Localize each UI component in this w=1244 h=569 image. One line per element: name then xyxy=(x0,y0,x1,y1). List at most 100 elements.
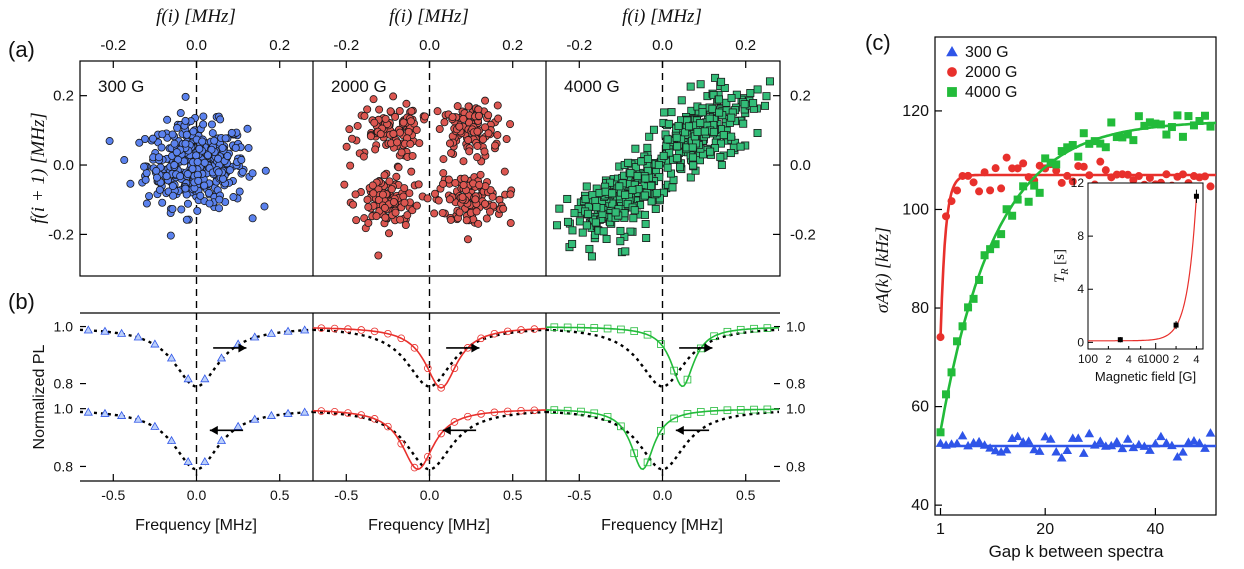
inset-x-tick-label: 1000 xyxy=(1142,352,1169,366)
panel-a-point xyxy=(203,151,212,160)
panel-b-data-point xyxy=(397,439,406,448)
panel-b-data-point xyxy=(750,405,758,414)
panel-a-point xyxy=(645,132,654,141)
panel-a-point xyxy=(637,157,646,166)
inset-frame xyxy=(1087,182,1204,350)
panel-a-point xyxy=(611,208,620,217)
panel-a-point xyxy=(415,139,424,148)
panel-c-data-point xyxy=(1178,132,1187,141)
panel-c-data-point xyxy=(1078,448,1089,457)
panel-a-point xyxy=(207,120,216,129)
panel-b-data-point xyxy=(550,406,559,414)
panel-c-data-point xyxy=(1068,177,1077,186)
panel-c-data-point xyxy=(1178,447,1188,456)
panel-a-point xyxy=(602,234,611,243)
panel-a-top-tick-label: -0.2 xyxy=(333,37,359,54)
panel-c-data-point xyxy=(1062,445,1073,455)
panel-a-point xyxy=(244,143,253,152)
panel-a-point xyxy=(384,229,393,238)
panel-a-point xyxy=(491,141,500,150)
panel-a-point xyxy=(438,208,447,217)
panel-c-legend-label: 300 G xyxy=(965,44,1009,61)
panel-a-point xyxy=(663,135,672,144)
panel-a-top-tick-label: 0.2 xyxy=(502,37,523,54)
panel-a-point xyxy=(389,92,398,101)
inset-x-tick-label: 6 xyxy=(1138,354,1144,366)
panel-b-data-point xyxy=(657,340,665,348)
panel-a-point xyxy=(386,107,395,116)
panel-a-point xyxy=(210,136,219,145)
panel-a-point xyxy=(484,129,493,138)
panel-a-point xyxy=(599,227,608,236)
panel-a-point xyxy=(446,215,455,224)
panel-a-point xyxy=(631,144,640,153)
panel-a-point xyxy=(628,185,637,194)
panel-a-right-tick-label: 0.2 xyxy=(790,88,811,105)
panel-c-legend-label: 4000 G xyxy=(965,84,1017,101)
panel-a-point xyxy=(340,180,349,189)
panel-b-data-point xyxy=(300,325,310,334)
panel-a-point xyxy=(698,108,707,117)
panel-a-point xyxy=(260,202,269,211)
panel-b-data-point xyxy=(696,408,705,416)
panel-a-point xyxy=(381,114,390,123)
panel-c-data-point xyxy=(1145,445,1155,454)
panel-c-y-tick-label: 40 xyxy=(911,497,929,514)
panel-a-point xyxy=(430,189,439,198)
panel-a-point xyxy=(448,113,457,122)
panel-c-data-point xyxy=(1129,136,1138,145)
panel-b-data-point xyxy=(370,415,379,423)
panel-a-point xyxy=(439,169,448,178)
panel-b-data-point xyxy=(763,405,772,414)
panel-a-point xyxy=(142,199,151,208)
panel-a-point xyxy=(717,77,726,86)
inset-y-tick-label: 4 xyxy=(1077,282,1084,296)
panel-a-point xyxy=(451,178,460,187)
panel-b-data-point xyxy=(266,328,276,337)
panel-b-right-tick-label: 1.0 xyxy=(786,401,806,417)
panel-a-point xyxy=(587,252,596,261)
panel-b-data-point xyxy=(530,406,539,415)
panel-b-data-point xyxy=(166,353,177,362)
panel-a-point xyxy=(181,184,190,193)
panel-b-fit-curve xyxy=(546,408,779,471)
panel-b-left-tick-label: 1.0 xyxy=(54,319,74,335)
panel-a-point xyxy=(621,247,630,256)
panel-b-right-tick-label: 0.8 xyxy=(786,376,806,392)
panel-b-data-point xyxy=(344,325,352,333)
panel-a-point xyxy=(480,147,489,156)
panel-a-point xyxy=(402,99,411,108)
inset-data-point xyxy=(1173,322,1179,328)
panel-c-data-point xyxy=(964,303,973,312)
panel-c-data-point xyxy=(1184,112,1193,121)
panel-a-point xyxy=(198,137,207,146)
panel-b-data-point xyxy=(83,325,93,334)
inset-x-axis-label: Magnetic field [G] xyxy=(1095,369,1196,384)
panel-frames xyxy=(79,36,1217,516)
panel-a-point xyxy=(716,153,725,162)
panel-a-point xyxy=(135,138,144,147)
panel-c-x-tick-label: 40 xyxy=(1146,521,1164,538)
panel-a-point xyxy=(458,193,467,202)
panel-c-data-point xyxy=(1029,444,1040,454)
panel-a-point xyxy=(407,107,416,116)
panel-b-data-point xyxy=(183,456,193,466)
panel-b-data-point xyxy=(723,327,732,336)
panel-b-data-point xyxy=(344,409,352,417)
panel-a-point xyxy=(608,199,617,208)
panel-c-y-axis-label: σA(k) [kHz] xyxy=(872,227,893,313)
panel-b-data-point xyxy=(300,407,310,416)
panel-c-data-point xyxy=(1002,205,1011,214)
panel-a-left-tick-label: 0.0 xyxy=(53,157,74,174)
panel-a-point xyxy=(575,217,584,226)
panel-b-left-tick-label: 1.0 xyxy=(54,401,74,417)
panel-a-point xyxy=(374,195,383,204)
panel-a-top-axis-label-2: f(i) [MHz] xyxy=(389,6,469,27)
panel-a-point xyxy=(189,127,198,136)
panel-b-data-point xyxy=(550,323,559,332)
panel-b-data-point xyxy=(384,329,392,338)
panel-a-point xyxy=(739,119,748,128)
panel-b-data-point xyxy=(317,407,326,415)
panel-c-data-point xyxy=(1019,182,1028,191)
panel-a-point xyxy=(148,134,157,143)
